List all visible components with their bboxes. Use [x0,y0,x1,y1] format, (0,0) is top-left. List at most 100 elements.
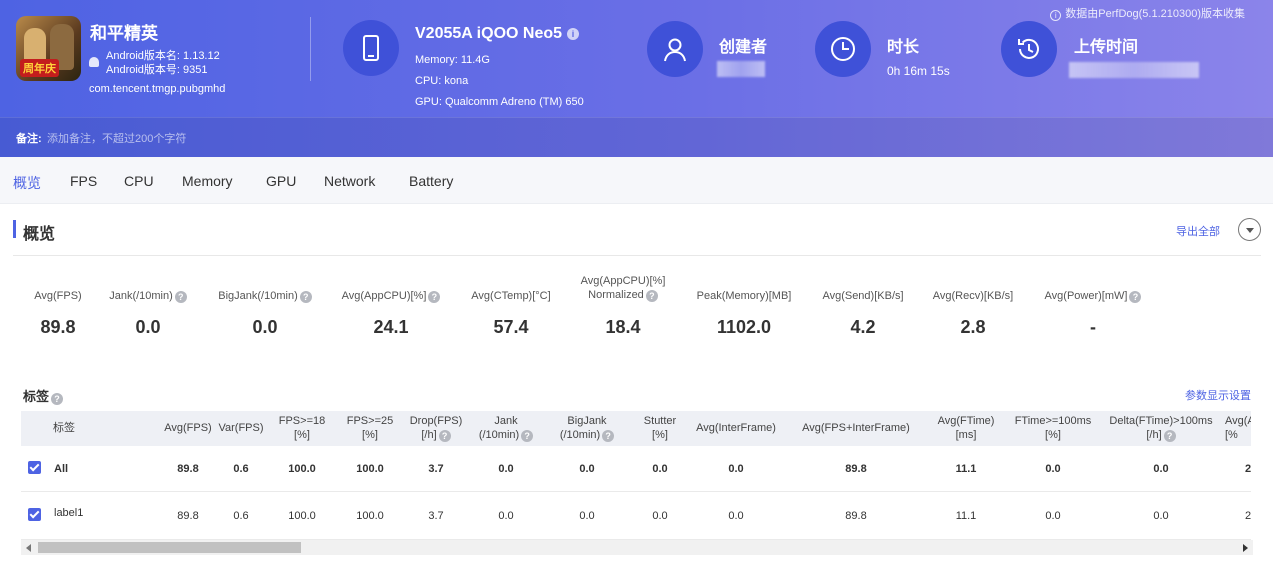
column-header-bigjank[interactable]: BigJank (/10min)? [552,414,622,442]
help-icon[interactable]: ? [1129,291,1142,303]
tab-battery[interactable]: Battery [409,173,454,189]
table-cell: 3.7 [428,510,444,522]
tab-network[interactable]: Network [324,173,376,189]
column-header-avg-fps-interframe[interactable]: Avg(FPS+InterFrame) [802,422,910,434]
help-icon[interactable]: ? [428,291,441,303]
scroll-left-icon[interactable] [26,544,31,552]
table-cell: 0.0 [728,510,744,522]
table-row[interactable]: label1 89.8 0.6 100.0 100.0 3.7 0.0 0.0 … [21,492,1251,540]
metric-label-avg-recv: Avg(Recv)[KB/s] [932,290,1014,302]
metric-value-jank: 0.0 [135,317,161,337]
creator-label: 创建者 [719,39,768,56]
column-header-fps-18[interactable]: FPS>=18 [%] [278,415,326,441]
chevron-down-icon[interactable] [1238,218,1261,241]
table-cell: 0.0 [498,463,514,475]
table-cell: 2 [1245,463,1251,475]
help-icon[interactable]: ? [1163,430,1176,442]
device-name: V2055A iQOO Neo5 i [415,25,580,43]
metric-label-avg-appcpu-normalized: Avg(AppCPU)[%] Normalized? [580,275,666,302]
help-icon[interactable]: ? [438,430,451,442]
history-icon [1001,21,1057,77]
metric-value-avg-power: - [1090,317,1096,337]
column-header-tag[interactable]: 标签 [53,422,75,434]
metric-label-avg-ctemp: Avg(CTemp)[°C] [471,290,551,302]
column-header-stutter[interactable]: Stutter [%] [643,415,677,441]
table-row[interactable]: All 89.8 0.6 100.0 100.0 3.7 0.0 0.0 0.0… [21,446,1251,492]
tab-cpu[interactable]: CPU [124,173,154,189]
row-checkbox[interactable] [28,461,41,474]
game-icon-tag: 周年庆 [20,59,59,77]
table-cell: 0.0 [652,463,668,475]
tab-memory[interactable]: Memory [182,173,233,189]
game-icon: 周年庆 [16,16,81,81]
report-header: i 数据由PerfDog(5.1.210300)版本收集 周年庆 和平精英 And… [0,0,1273,157]
table-cell: 0.6 [233,510,249,522]
tab-gpu[interactable]: GPU [266,173,297,189]
table-cell: 89.8 [845,463,867,475]
column-header-jank[interactable]: Jank (/10min)? [471,414,541,442]
data-source-note: i 数据由PerfDog(5.1.210300)版本收集 [1050,5,1245,21]
metric-value-avg-send: 4.2 [850,317,876,337]
help-icon[interactable]: ? [174,291,187,303]
help-icon[interactable]: ? [645,290,658,302]
help-icon[interactable]: ? [602,430,615,442]
android-version-code: Android版本号: 9351 [106,64,208,76]
column-header-fps-25[interactable]: FPS>=25 [%] [346,415,394,441]
column-header-avg-interframe[interactable]: Avg(InterFrame) [696,422,776,434]
column-header-delta-ftime[interactable]: Delta(FTime)>100ms [/h]? [1109,415,1213,442]
note-bar: 备注: 添加备注，不超过200个字符 [0,117,1273,157]
metric-label-avg-send: Avg(Send)[KB/s] [822,290,904,302]
column-header-avg-ftime[interactable]: Avg(FTime) [ms] [937,415,995,441]
column-header-ftime-100ms[interactable]: FTime>=100ms [%] [1014,415,1092,441]
metric-value-avg-fps: 89.8 [40,317,76,337]
param-display-settings-link[interactable]: 参数显示设置 [1185,390,1251,402]
note-input[interactable]: 添加备注，不超过200个字符 [47,133,187,145]
row-checkbox[interactable] [28,508,41,521]
table-cell: 100.0 [356,463,384,475]
table-cell: 100.0 [356,510,384,522]
table-cell: 0.0 [1153,510,1169,522]
column-header-var-fps[interactable]: Var(FPS) [218,422,264,434]
device-gpu: GPU: Qualcomm Adreno (TM) 650 [415,96,584,108]
metric-label-peak-memory: Peak(Memory)[MB] [696,290,792,302]
metric-value-avg-recv: 2.8 [960,317,986,337]
table-cell: 0.0 [579,510,595,522]
help-icon[interactable]: ? [51,393,64,405]
upload-time-redacted [1069,62,1199,78]
android-icon [89,57,99,67]
tab-bar: 概览 FPS CPU Memory GPU Network Battery [0,157,1273,204]
scrollbar-thumb[interactable] [38,542,301,553]
tab-overview[interactable]: 概览 [13,175,41,191]
creator-value-redacted [717,61,765,77]
column-header-avg-fps[interactable]: Avg(FPS) [164,422,212,434]
table-cell: 0.0 [1045,463,1061,475]
column-header-avg-a[interactable]: Avg(A[% [1225,415,1251,441]
note-label: 备注: [16,133,42,145]
device-info-icon[interactable]: i [567,28,580,40]
table-cell: 2 [1245,510,1251,522]
device-icon [343,20,399,76]
metric-label-jank: Jank(/10min)? [98,289,198,303]
table-header: 标签 Avg(FPS) Var(FPS) FPS>=18 [%] FPS>=25[… [21,411,1251,446]
horizontal-scrollbar[interactable] [21,540,1253,555]
table-cell: 100.0 [288,463,316,475]
section-title: 概览 [23,226,56,243]
info-icon: i [1050,10,1062,21]
help-icon[interactable]: ? [521,430,534,442]
section-divider [13,255,1261,256]
table-cell: 0.0 [1153,463,1169,475]
metric-value-avg-appcpu: 24.1 [373,317,409,337]
help-icon[interactable]: ? [299,291,312,303]
android-version-name: Android版本名: 1.13.12 [106,50,220,62]
tab-fps[interactable]: FPS [70,173,98,189]
clock-icon [815,21,871,77]
table-cell: 11.1 [955,510,977,522]
column-header-drop-fps[interactable]: Drop(FPS) [/h]? [409,415,463,442]
metric-label-avg-appcpu: Avg(AppCPU)[%]? [331,289,451,303]
scroll-right-icon[interactable] [1243,544,1248,552]
table-cell: 0.6 [233,463,249,475]
tags-title: 标签? [23,386,64,405]
export-all-link[interactable]: 导出全部 [1176,226,1220,238]
table-cell: 0.0 [728,463,744,475]
table-cell: 0.0 [498,510,514,522]
